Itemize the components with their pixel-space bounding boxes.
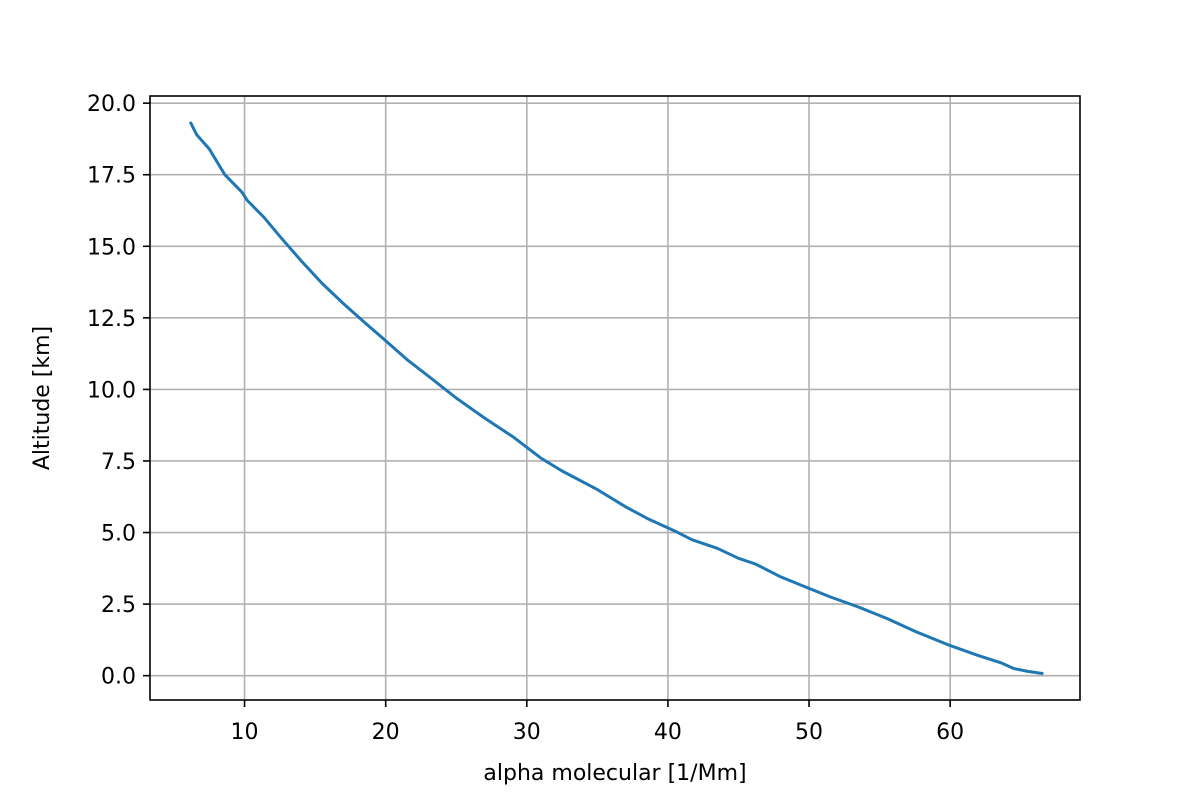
series-line-0: [188, 121, 1044, 676]
x-tick-label: 30: [513, 720, 541, 745]
y-axis-label: Altitude [km]: [30, 326, 55, 470]
y-tick-label: 20.0: [87, 92, 136, 117]
x-tick-label: 10: [231, 720, 259, 745]
y-tick-label: 7.5: [101, 450, 136, 475]
x-tick-label: 50: [795, 720, 823, 745]
x-axis-label: alpha molecular [1/Mm]: [483, 761, 746, 786]
y-tick-label: 5.0: [101, 522, 136, 547]
x-tick-label: 60: [936, 720, 964, 745]
y-tick-label: 12.5: [87, 307, 136, 332]
y-tick-label: 0.0: [101, 665, 136, 690]
y-tick-label: 17.5: [87, 164, 136, 189]
x-tick-label: 20: [372, 720, 400, 745]
axis-ticks: 10 20 30 40 50 60 0.0 2.5 5.0 7.5 10.0 12.5 15.0 17.5…: [87, 92, 964, 745]
plot-frame: [149, 95, 1081, 701]
y-tick-label: 10.0: [87, 378, 136, 403]
grid: [150, 96, 1080, 700]
series-layer: [188, 121, 1044, 676]
x-tick-label: 40: [654, 720, 682, 745]
y-tick-label: 15.0: [87, 235, 136, 260]
y-tick-label: 2.5: [101, 593, 136, 618]
